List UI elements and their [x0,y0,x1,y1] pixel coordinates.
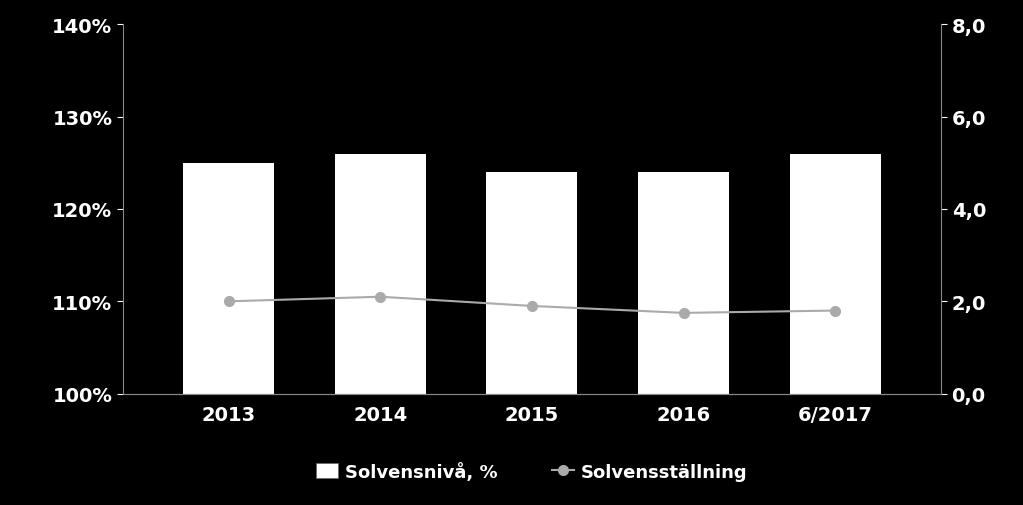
Bar [790,154,881,394]
Bar [638,173,729,394]
Bar [487,173,577,394]
Bar [183,164,274,394]
Bar [335,154,426,394]
Legend: Solvensnivå, %, Solvensställning: Solvensnivå, %, Solvensställning [309,454,755,488]
